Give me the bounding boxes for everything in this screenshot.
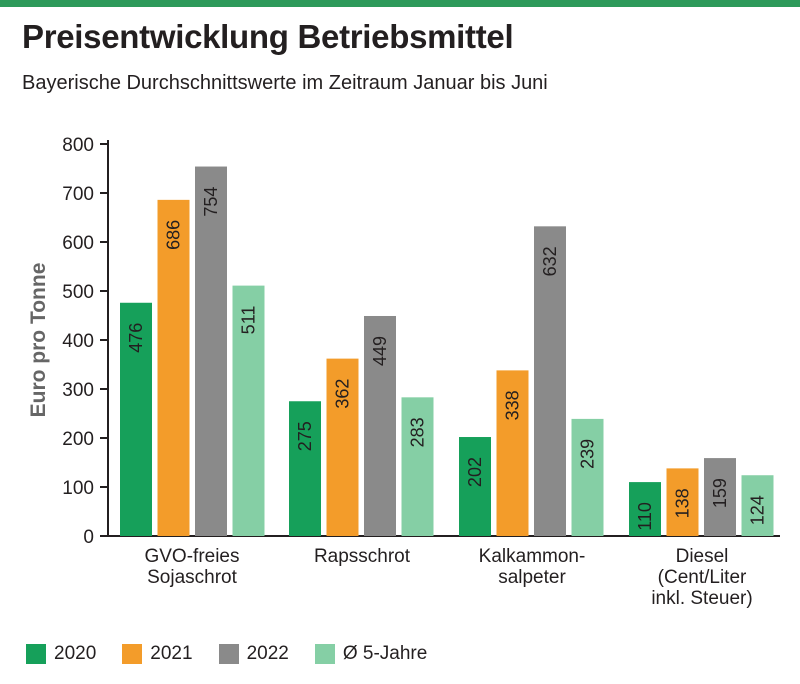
y-axis-label: Euro pro Tonne <box>27 263 50 418</box>
bar-value-label: 686 <box>164 220 184 250</box>
bar-value-label: 362 <box>333 379 353 409</box>
y-tick-label: 400 <box>62 331 94 352</box>
bar-value-label: 449 <box>370 336 390 366</box>
category-label: Sojaschrot <box>147 567 237 588</box>
y-tick-label: 100 <box>62 478 94 499</box>
y-tick-label: 200 <box>62 429 94 450</box>
bar-2021-3 <box>666 468 699 536</box>
bar-2022-3 <box>704 458 736 536</box>
bar-Ø 5-Jahre-0 <box>232 285 265 536</box>
bar-value-label: 239 <box>578 439 598 469</box>
legend-swatch <box>314 644 335 664</box>
bar-2022-1 <box>364 315 396 536</box>
bar-value-label: 110 <box>635 502 655 531</box>
bar-chart: 0 100 200 300 400 500 600 700 800 Euro pro Tonne 4… <box>27 135 780 609</box>
chart-title: Preisentwicklung Betriebsmittel <box>22 18 514 55</box>
bar-2020-0 <box>120 302 152 536</box>
bar-2022-0 <box>195 166 227 537</box>
bar-2020-3 <box>629 482 661 536</box>
legend-swatch <box>218 644 239 664</box>
category-label: Diesel <box>676 546 729 567</box>
bar-value-label: 511 <box>239 306 259 335</box>
bar-2021-1 <box>326 358 359 536</box>
category-label: inkl. Steuer) <box>651 588 752 609</box>
chart-subtitle: Bayerische Durchschnittswerte im Zeitrau… <box>22 72 548 94</box>
category-label: Kalkammon- <box>479 546 586 567</box>
y-tick-label: 0 <box>83 527 94 548</box>
legend-item: 2021 <box>122 643 193 665</box>
legend-item: Ø 5-Jahre <box>314 643 428 665</box>
category-label: GVO-freies <box>144 546 239 567</box>
legend-swatch <box>122 644 143 664</box>
bar-Ø 5-Jahre-1 <box>401 397 434 536</box>
legend-label: Ø 5-Jahre <box>342 643 428 664</box>
bar-Ø 5-Jahre-3 <box>741 475 774 536</box>
y-tick-label: 800 <box>62 135 94 156</box>
y-tick-label: 500 <box>62 282 94 303</box>
bar-value-label: 124 <box>748 495 768 525</box>
bar-2020-2 <box>459 437 491 536</box>
category-label: (Cent/Liter <box>658 567 747 588</box>
bar-value-label: 476 <box>126 323 146 353</box>
legend-item: 2020 <box>26 643 96 665</box>
bar-value-label: 338 <box>503 390 523 420</box>
top-accent-rule <box>0 0 800 7</box>
chart-legend: 2020 2021 2022 Ø 5-Jahre <box>26 643 453 665</box>
category-label: Rapsschrot <box>314 546 411 567</box>
bar-value-label: 159 <box>710 478 730 508</box>
legend-item: 2022 <box>218 643 289 665</box>
bar-2022-2 <box>534 226 566 536</box>
legend-label: 2021 <box>150 643 193 664</box>
bar-Ø 5-Jahre-2 <box>571 418 604 536</box>
y-tick-label: 300 <box>62 380 94 401</box>
bar-value-label: 632 <box>540 246 560 276</box>
legend-swatch <box>26 644 46 664</box>
category-label: salpeter <box>498 567 566 588</box>
y-tick-label: 700 <box>62 184 94 205</box>
y-tick-label: 600 <box>62 233 94 254</box>
bar-2021-2 <box>496 370 529 536</box>
bar-value-label: 283 <box>408 417 428 447</box>
bar-value-label: 138 <box>673 488 693 518</box>
bar-value-label: 275 <box>295 421 315 451</box>
bar-2020-1 <box>289 401 321 536</box>
bar-value-label: 202 <box>465 457 485 487</box>
bar-2021-0 <box>157 199 190 537</box>
bar-value-label: 754 <box>201 187 221 217</box>
legend-label: 2020 <box>54 643 97 664</box>
legend-label: 2022 <box>246 643 289 664</box>
